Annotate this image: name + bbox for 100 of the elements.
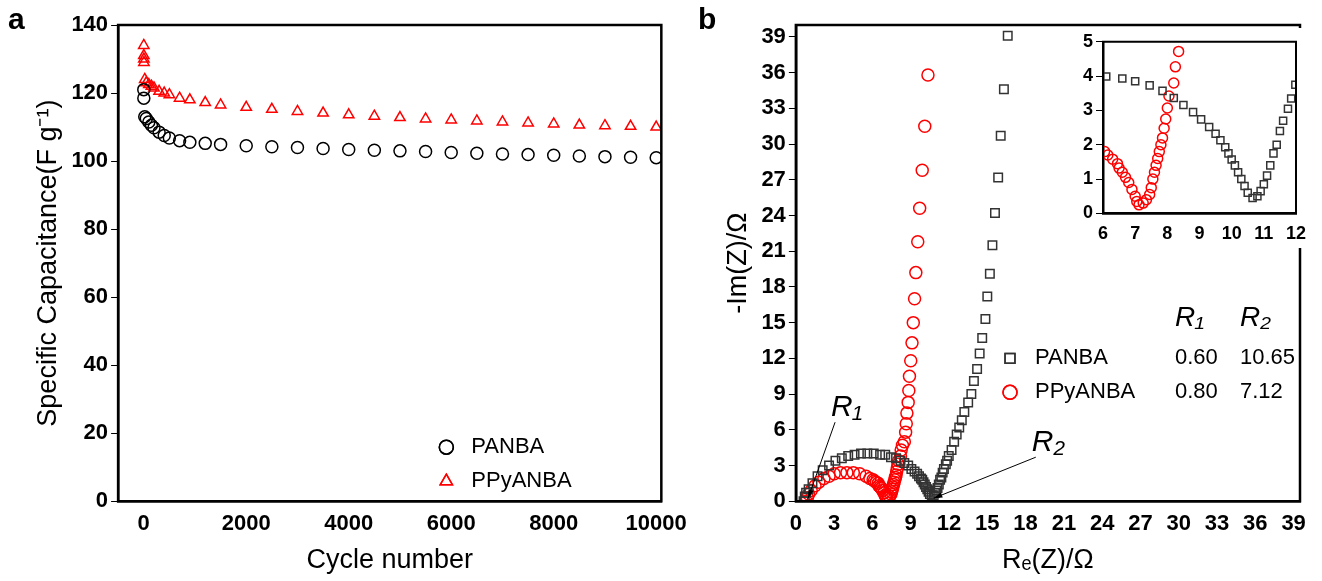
point [1145, 181, 1158, 194]
x-tick-label: 6 [1098, 223, 1109, 244]
point [1150, 159, 1162, 172]
x-tick-label: 7 [1130, 223, 1141, 244]
y-axis-title: -Im(Z)/Ω [721, 212, 752, 314]
x-tick-label: 11 [1254, 223, 1274, 244]
x-tick-label: 6 [866, 510, 879, 536]
y-tick-label: 24 [761, 201, 787, 227]
x-tick-label: 4000 [324, 510, 374, 536]
x-tick-label: 9 [1194, 223, 1205, 244]
x-tick-label: 8 [1162, 223, 1173, 244]
y-tick-label: 27 [761, 165, 786, 191]
x-tick-label: 15 [975, 510, 1000, 536]
point [1126, 183, 1138, 196]
x-tick-label: 27 [1128, 510, 1153, 536]
point [1220, 142, 1230, 152]
point [1169, 93, 1179, 103]
point [1159, 113, 1172, 125]
point [1145, 81, 1154, 90]
y-tick-label: 20 [83, 419, 109, 445]
point [1151, 152, 1164, 165]
annotation: R₂ [1031, 424, 1066, 458]
point [1156, 132, 1169, 144]
y-tick-label: 0 [95, 487, 109, 513]
legend-label: PPyANBA [1035, 378, 1136, 404]
point [1275, 126, 1285, 136]
point [1158, 122, 1170, 135]
point [1129, 190, 1141, 202]
point [1265, 161, 1275, 170]
point [1155, 139, 1167, 151]
annotation: 0.80 [1175, 378, 1218, 404]
y-tick-label: 4 [1083, 65, 1094, 86]
y-tick-label: 33 [761, 94, 786, 120]
x-tick-label: 18 [1013, 510, 1038, 536]
legend-label: PANBA [1035, 344, 1109, 370]
x-tick-label: 12 [1285, 223, 1307, 244]
x-tick-label: 2000 [221, 510, 271, 536]
y-tick-label: 39 [761, 22, 786, 48]
x-tick-label: 6000 [426, 510, 476, 536]
point [1168, 77, 1180, 89]
annotation: 0.60 [1175, 344, 1218, 370]
y-tick-label: 30 [761, 130, 786, 156]
point [1113, 162, 1125, 174]
x-tick-label: 8000 [529, 510, 579, 536]
point [1148, 166, 1161, 178]
chart-title: a [8, 2, 25, 36]
point [1230, 161, 1240, 170]
y-tick-label: 12 [761, 344, 786, 370]
point [1161, 102, 1174, 114]
y-tick-label: 80 [83, 215, 109, 241]
point [1286, 94, 1296, 103]
annotation: 10.65 [1240, 344, 1296, 370]
x-tick-label: 39 [1281, 510, 1306, 536]
point [1272, 140, 1281, 150]
point [1163, 90, 1175, 102]
point [1116, 166, 1129, 178]
point [1278, 116, 1288, 126]
point [1256, 186, 1265, 196]
point [1188, 107, 1198, 117]
point [1122, 176, 1135, 189]
point [1216, 136, 1225, 145]
point [1158, 86, 1167, 96]
y-tick-label: 3 [773, 451, 786, 477]
y-tick-label: 0 [1083, 202, 1094, 223]
y-tick-label: 2 [1083, 133, 1094, 154]
x-tick-label: 9 [904, 510, 917, 536]
point [1204, 122, 1214, 132]
point [1130, 76, 1140, 86]
y-tick-label: 120 [71, 79, 109, 105]
y-tick-label: 9 [773, 380, 786, 406]
y-tick-label: 100 [71, 147, 109, 173]
point [1172, 45, 1185, 58]
y-tick-label: 60 [83, 283, 109, 309]
x-tick-label: 10 [1221, 223, 1242, 244]
chart-title: b [698, 2, 717, 36]
point [1283, 104, 1293, 114]
x-tick-label: 30 [1166, 510, 1191, 536]
point [1233, 167, 1243, 177]
point [1248, 193, 1257, 203]
point [1140, 193, 1153, 206]
y-tick-label: 36 [761, 58, 786, 84]
y-tick-label: 140 [71, 11, 109, 37]
annotation: R₁ [1175, 301, 1205, 333]
annotation: R₂ [1240, 301, 1272, 333]
y-tick-label: 6 [773, 415, 786, 441]
y-tick-label: 40 [83, 351, 109, 377]
point [1243, 188, 1253, 198]
point [1253, 191, 1262, 201]
point [1269, 149, 1278, 158]
point [1259, 179, 1269, 189]
y-tick-label: 3 [1083, 99, 1094, 120]
x-tick-label: 3 [828, 510, 841, 536]
point [1133, 199, 1145, 211]
x-tick-label: 21 [1051, 510, 1077, 536]
y-axis-title: Specific Capacitance(F g⁻¹) [31, 99, 62, 427]
point [1111, 157, 1124, 170]
y-tick-label: 18 [761, 272, 786, 298]
point [1131, 195, 1143, 208]
point [1196, 115, 1206, 124]
annotation: 7.12 [1240, 378, 1283, 404]
